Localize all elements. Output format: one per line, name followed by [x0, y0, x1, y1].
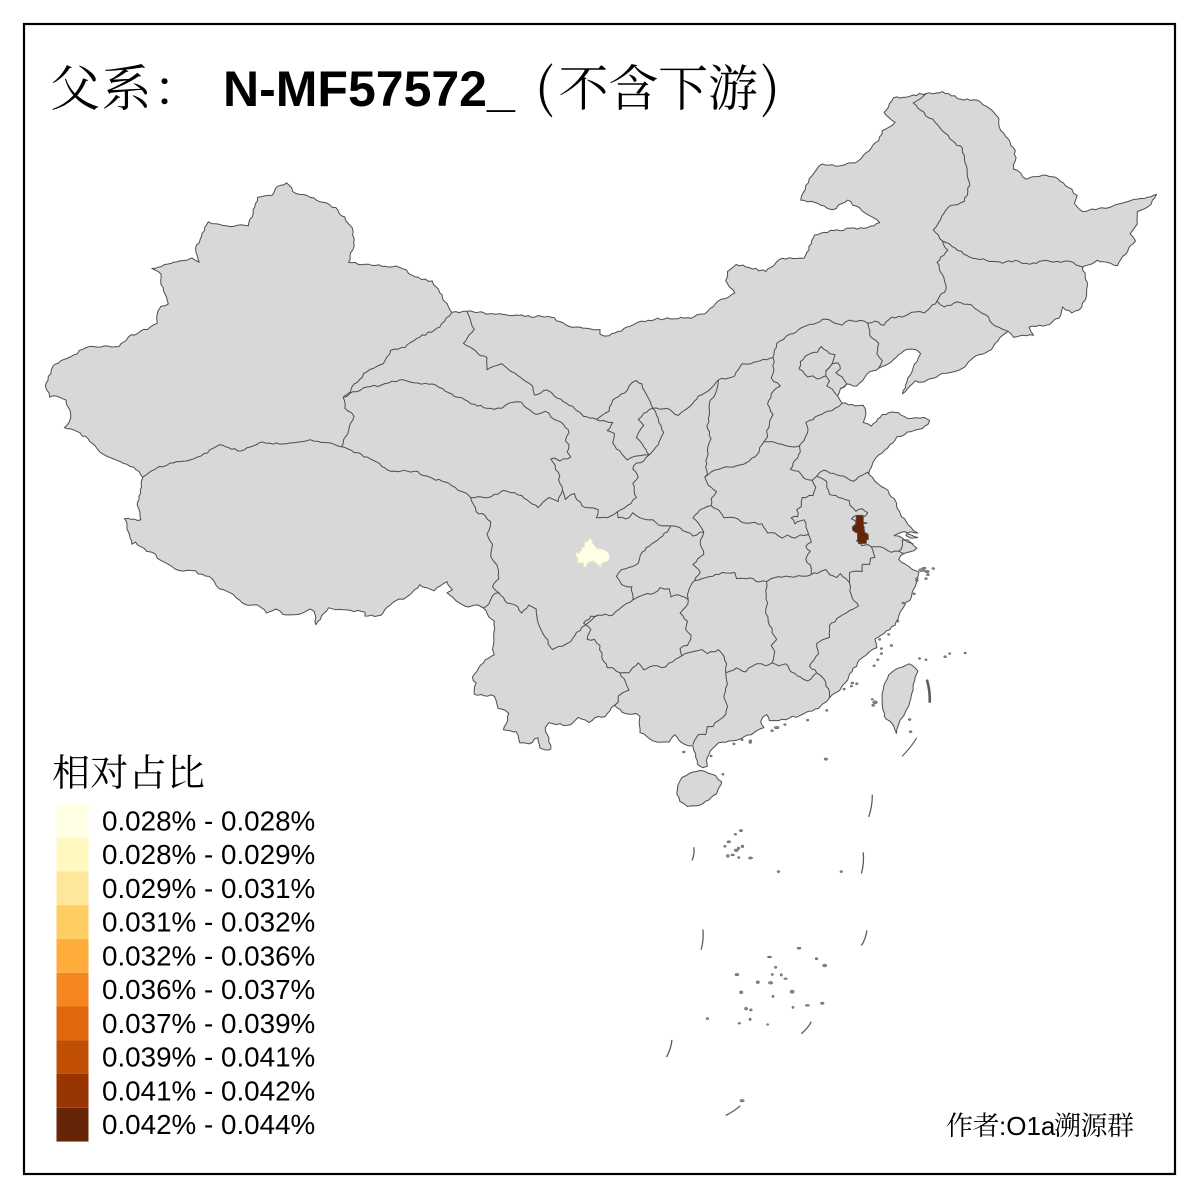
svg-text::O1a: :O1a	[999, 1111, 1056, 1141]
svg-text:0.036% - 0.037%: 0.036% - 0.037%	[102, 974, 315, 1005]
svg-text:0.028% - 0.028%: 0.028% - 0.028%	[102, 805, 315, 836]
svg-text:0.029% - 0.031%: 0.029% - 0.031%	[102, 873, 315, 904]
svg-text:0.031% - 0.032%: 0.031% - 0.032%	[102, 907, 315, 938]
svg-text:0.032% - 0.036%: 0.032% - 0.036%	[102, 940, 315, 971]
svg-text:N-MF57572_: N-MF57572_	[223, 61, 516, 117]
svg-text:0.039% - 0.041%: 0.039% - 0.041%	[102, 1042, 315, 1073]
svg-text:0.042% - 0.044%: 0.042% - 0.044%	[102, 1109, 315, 1140]
svg-text:0.037% - 0.039%: 0.037% - 0.039%	[102, 1008, 315, 1039]
svg-text:0.028% - 0.029%: 0.028% - 0.029%	[102, 839, 315, 870]
svg-text:0.041% - 0.042%: 0.041% - 0.042%	[102, 1075, 315, 1106]
